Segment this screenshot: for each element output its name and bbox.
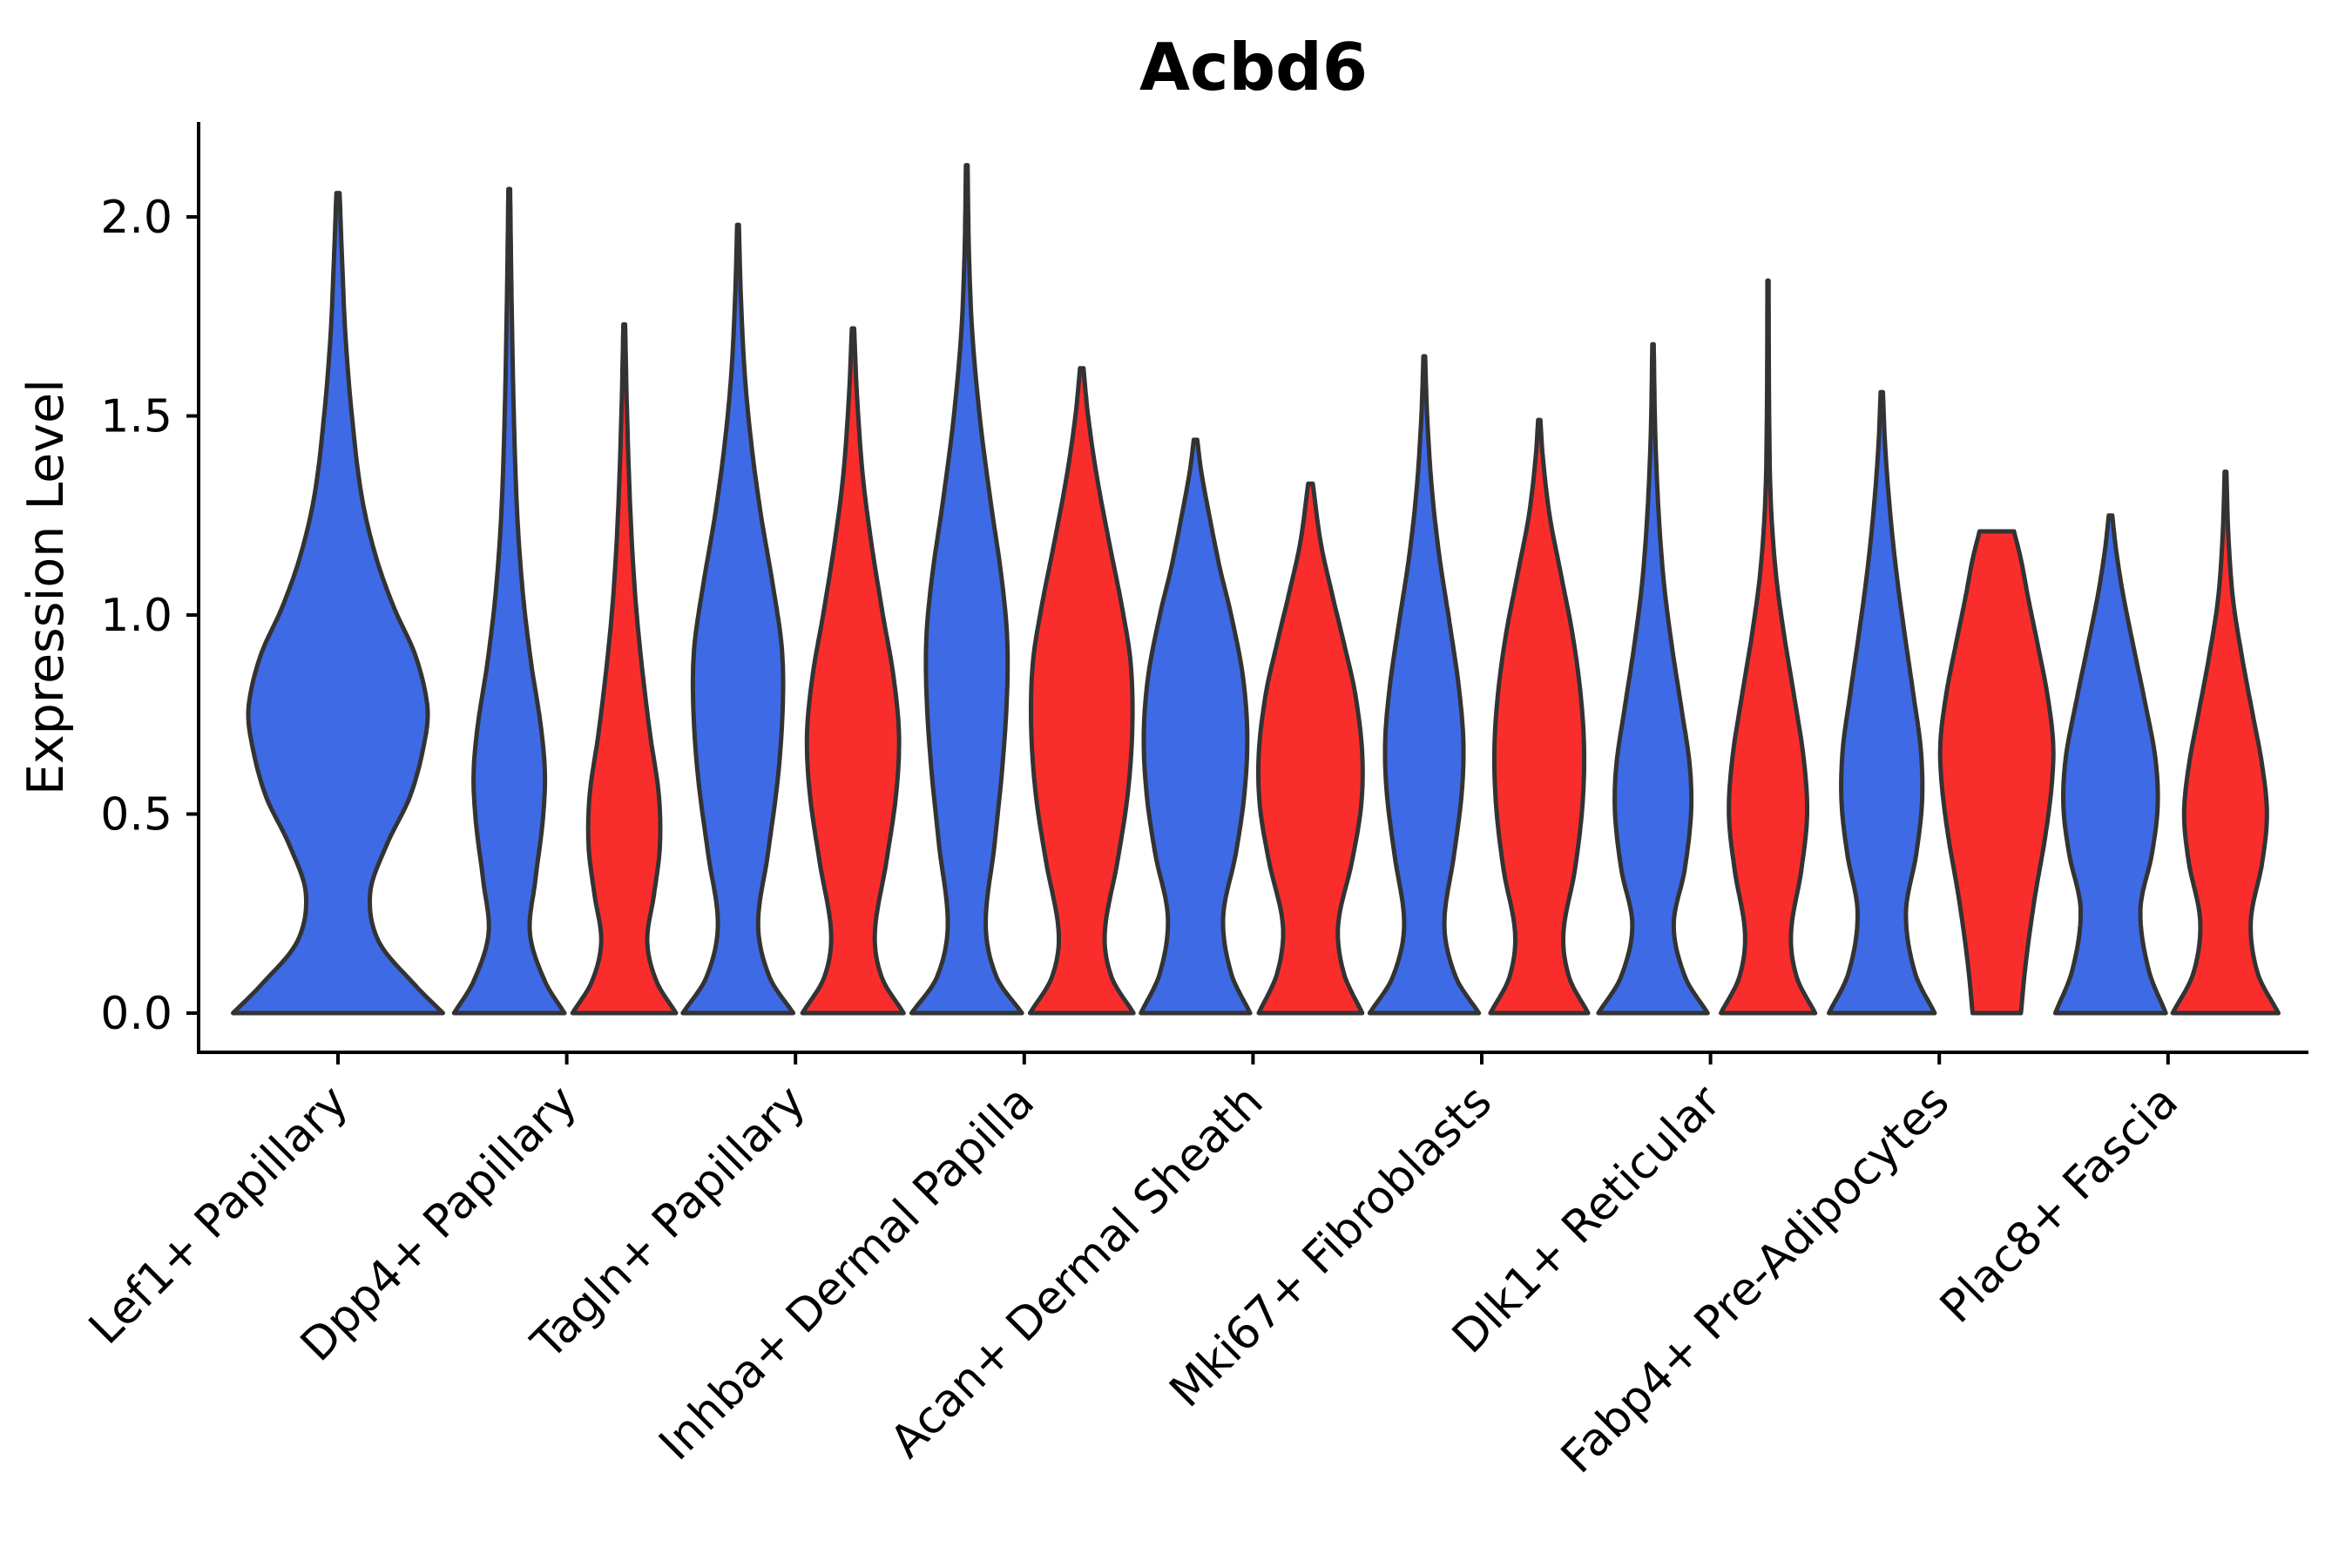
violin-plac8-blue [2052,513,2168,1016]
chart-title: Acbd6 [1139,29,1368,105]
violin-mki67-red [1488,417,1591,1016]
violin-acan-blue [1139,437,1253,1016]
violin-fabp4-red [1937,529,2056,1016]
violin-fabp4-blue [1827,389,1937,1016]
y-tick-label: 1.0 [100,590,172,642]
violin-plac8-red [2170,470,2281,1016]
y-axis-label: Expression Level [17,379,75,795]
x-tick-label: Inhba+ Dermal Papilla [650,1076,1044,1470]
violin-lef1-blue [231,191,445,1016]
violin-tagln-red [800,326,906,1016]
y-tick-label: 0.0 [100,988,172,1040]
violin-mki67-blue [1367,354,1482,1016]
violin-acan-red [1256,481,1365,1016]
y-tick-label: 0.5 [100,789,172,841]
x-tick-label: Fabp4+ Pre-Adipocytes [1551,1076,1959,1484]
x-tick-label: Plac8+ Fascia [1930,1076,2188,1334]
violin-dpp4-red [570,321,679,1016]
violin-dpp4-blue [451,186,567,1016]
y-tick-label: 1.5 [100,391,172,443]
violin-dlk1-red [1719,278,1818,1016]
violin-tagln-blue [680,222,796,1016]
violin-dlk1-blue [1596,341,1710,1016]
violins-layer [231,163,2281,1016]
violin-inhba-red [1027,366,1136,1016]
violin-inhba-blue [909,163,1024,1016]
y-tick-label: 2.0 [100,192,172,244]
x-tick-label: Acan+ Dermal Sheath [881,1076,1274,1469]
